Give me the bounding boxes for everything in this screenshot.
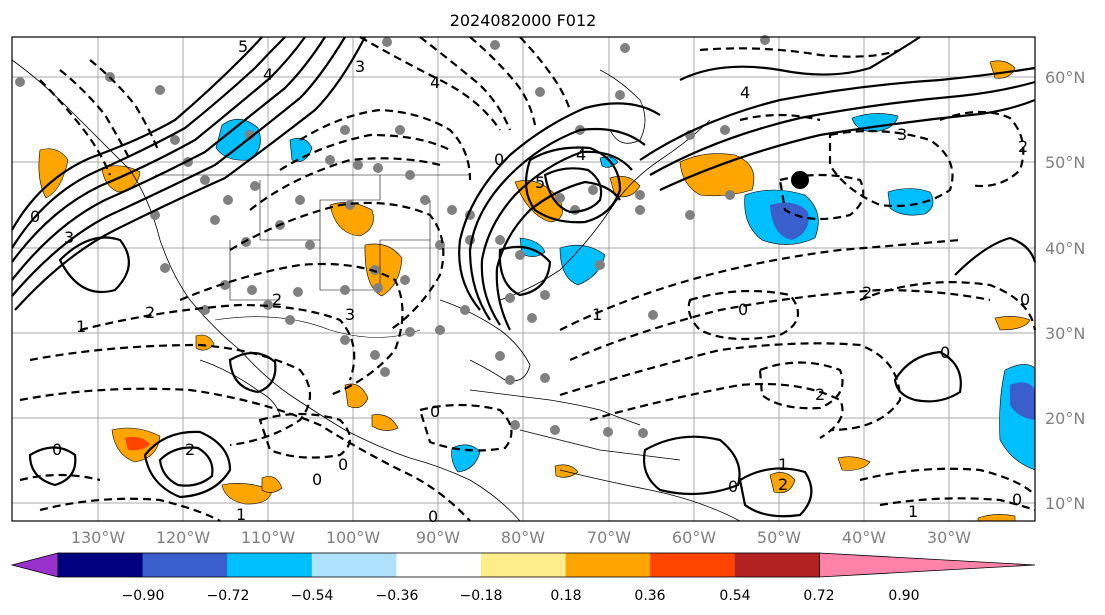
lon-label: 110°W xyxy=(241,528,296,547)
lon-label: 50°W xyxy=(757,528,801,547)
svg-text:2: 2 xyxy=(272,290,282,309)
solid-contours xyxy=(11,36,1037,518)
dashed-contours xyxy=(19,36,1037,522)
colorbar-extend-low xyxy=(10,552,59,578)
lat-label: 60°N xyxy=(1045,68,1085,87)
svg-text:0: 0 xyxy=(738,300,748,319)
longitude-labels: 130°W 120°W 110°W 100°W 90°W 80°W 70°W 6… xyxy=(71,528,971,547)
svg-text:0: 0 xyxy=(940,343,950,362)
shaded-anomalies xyxy=(38,60,1036,522)
svg-text:0: 0 xyxy=(430,402,440,421)
svg-text:0: 0 xyxy=(312,470,322,489)
colorbar-segment xyxy=(734,553,820,577)
lat-label: 50°N xyxy=(1045,153,1085,172)
lon-label: 40°W xyxy=(842,528,886,547)
colorbar-tick-label: 0.90 xyxy=(888,588,919,604)
colorbar-tick-label: 0.18 xyxy=(550,588,581,604)
svg-text:0: 0 xyxy=(728,477,738,496)
svg-text:2: 2 xyxy=(862,283,872,302)
lon-label: 70°W xyxy=(587,528,631,547)
colorbar-tick-label: 0.36 xyxy=(634,588,665,604)
map-frame xyxy=(11,36,1036,522)
map-title: 2024082000 F012 xyxy=(450,11,597,30)
colorbar-tick-label: −0.90 xyxy=(122,588,165,604)
svg-text:0: 0 xyxy=(1012,490,1022,509)
svg-text:1: 1 xyxy=(592,305,602,324)
lon-label: 100°W xyxy=(326,528,381,547)
svg-text:2: 2 xyxy=(145,303,155,322)
svg-text:5: 5 xyxy=(238,37,248,56)
colorbar-segment xyxy=(311,553,397,577)
svg-text:2: 2 xyxy=(1018,137,1028,156)
svg-text:3: 3 xyxy=(64,228,74,247)
colorbar-segment xyxy=(142,553,228,577)
colorbar-outline xyxy=(57,552,820,578)
colorbar-segment xyxy=(396,553,482,577)
latitude-labels: 60°N 50°N 40°N 30°N 20°N 10°N xyxy=(1045,68,1085,513)
colorbar-tick-label: −0.54 xyxy=(291,588,334,604)
station-dots xyxy=(15,35,770,438)
colorbar-segment xyxy=(565,553,651,577)
svg-text:0: 0 xyxy=(52,440,62,459)
colorbar-ticks: −0.90 −0.72 −0.54 −0.36 −0.18 0.18 0.36 … xyxy=(122,588,920,604)
colorbar-extend-high xyxy=(819,552,1036,578)
lon-label: 80°W xyxy=(501,528,545,547)
colorbar-segment xyxy=(58,553,144,577)
svg-text:1: 1 xyxy=(908,502,918,521)
lon-label: 130°W xyxy=(71,528,126,547)
svg-text:1: 1 xyxy=(778,455,788,474)
colorbar-tick-label: −0.36 xyxy=(376,588,419,604)
lon-label: 120°W xyxy=(156,528,211,547)
lat-label: 40°N xyxy=(1045,239,1085,258)
svg-text:5: 5 xyxy=(535,173,545,192)
svg-text:4: 4 xyxy=(576,145,586,164)
svg-text:4: 4 xyxy=(263,65,273,84)
colorbar-segment xyxy=(481,553,567,577)
svg-text:2: 2 xyxy=(815,385,825,404)
colorbar-tick-label: −0.72 xyxy=(207,588,250,604)
colorbar-tick-label: 0.54 xyxy=(719,588,750,604)
svg-text:0: 0 xyxy=(338,455,348,474)
lat-label: 30°N xyxy=(1045,324,1085,343)
colorbar-tick-label: −0.18 xyxy=(460,588,503,604)
colorbar-segment xyxy=(650,553,736,577)
colorbar-tick-label: 0.72 xyxy=(803,588,834,604)
svg-text:0: 0 xyxy=(494,150,504,169)
svg-text:3: 3 xyxy=(345,305,355,324)
colorbar xyxy=(10,552,1036,578)
lon-label: 90°W xyxy=(416,528,460,547)
svg-text:4: 4 xyxy=(740,83,750,102)
lon-label: 30°W xyxy=(927,528,971,547)
lat-label: 20°N xyxy=(1045,409,1085,428)
lat-label: 10°N xyxy=(1045,494,1085,513)
svg-text:0: 0 xyxy=(428,507,438,526)
contour-labels: 4 4 5 4 3 2 0 3 0 2 1 2 3 0 1 0 0 0 2 1 … xyxy=(30,37,1030,526)
map-panel: 4 4 5 4 3 2 0 3 0 2 1 2 3 0 1 0 0 0 2 1 … xyxy=(11,35,1037,526)
svg-text:1: 1 xyxy=(236,505,246,524)
svg-text:3: 3 xyxy=(355,57,365,76)
svg-text:2: 2 xyxy=(185,440,195,459)
svg-text:0: 0 xyxy=(30,207,40,226)
lon-label: 60°W xyxy=(672,528,716,547)
svg-text:4: 4 xyxy=(430,73,440,92)
svg-text:0: 0 xyxy=(1020,290,1030,309)
colorbar-segment xyxy=(227,553,313,577)
svg-text:2: 2 xyxy=(778,475,788,494)
storm-center-marker xyxy=(791,171,809,189)
svg-text:1: 1 xyxy=(76,317,86,336)
svg-text:3: 3 xyxy=(897,125,907,144)
